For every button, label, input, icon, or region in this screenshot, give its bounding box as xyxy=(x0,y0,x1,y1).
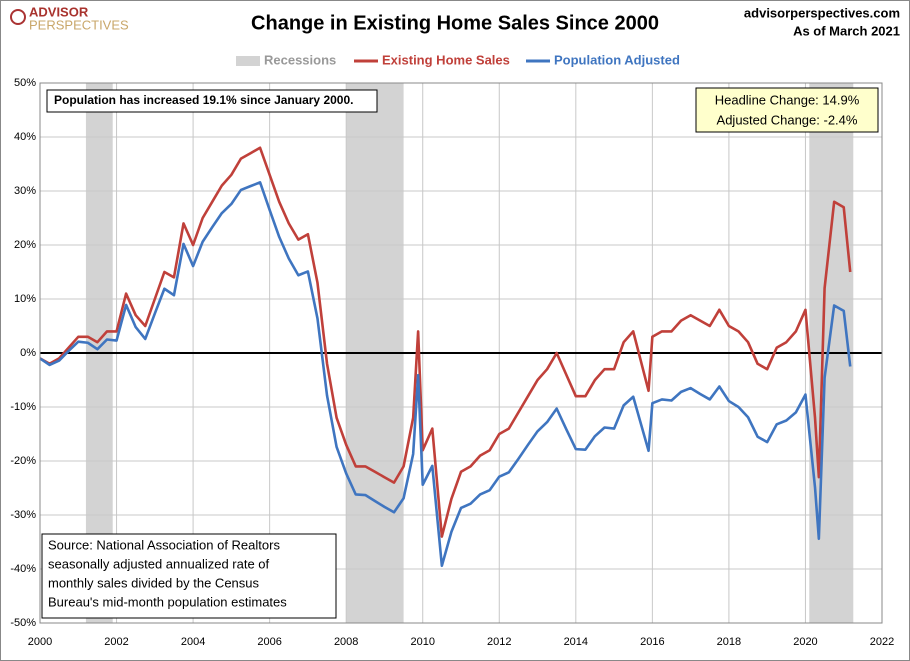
source-box xyxy=(41,533,337,619)
x-tick-label: 2008 xyxy=(334,636,358,648)
as-of: As of March 2021 xyxy=(793,23,900,38)
adjusted-change: Adjusted Change: -2.4% xyxy=(717,112,858,127)
logo-bottom: PERSPECTIVES xyxy=(29,17,129,32)
y-tick-label: 50% xyxy=(14,77,36,89)
x-tick-label: 2022 xyxy=(870,636,894,648)
y-tick-label: 10% xyxy=(14,293,36,305)
source-line: Bureau's mid-month population estimates xyxy=(48,594,287,609)
x-tick-label: 2000 xyxy=(28,636,52,648)
headline-box xyxy=(695,87,879,133)
source-line: Source: National Association of Realtors xyxy=(48,537,280,552)
x-tick-label: 2018 xyxy=(717,636,741,648)
legend-swatch xyxy=(236,56,260,66)
legend-label: Existing Home Sales xyxy=(382,52,510,67)
logo-icon xyxy=(10,9,26,25)
x-tick-label: 2010 xyxy=(410,636,434,648)
y-tick-label: -20% xyxy=(10,455,36,467)
x-tick-label: 2016 xyxy=(640,636,664,648)
legend-label: Recessions xyxy=(264,52,336,67)
chart-title: Change in Existing Home Sales Since 2000 xyxy=(251,12,659,34)
y-tick-label: 40% xyxy=(14,131,36,143)
x-tick-label: 2002 xyxy=(104,636,128,648)
y-tick-label: 30% xyxy=(14,185,36,197)
plot-border xyxy=(39,82,883,624)
x-tick-label: 2006 xyxy=(257,636,281,648)
y-tick-label: -30% xyxy=(10,509,36,521)
series-line xyxy=(39,146,852,538)
y-tick-label: -50% xyxy=(10,617,36,629)
source-line: monthly sales divided by the Census xyxy=(48,575,260,590)
x-tick-label: 2012 xyxy=(487,636,511,648)
y-tick-label: -40% xyxy=(10,563,36,575)
x-tick-label: 2004 xyxy=(181,636,205,648)
logo-top: ADVISOR xyxy=(29,4,89,19)
y-tick-label: 0% xyxy=(20,347,36,359)
source-line: seasonally adjusted annualized rate of xyxy=(48,556,270,571)
series-line xyxy=(39,181,852,568)
plot: -50% -40% -30% -20% -10% 0% 10% 20% 30% 40% 50% 200… xyxy=(10,77,894,648)
y-tick-label: 20% xyxy=(14,239,36,251)
y-tick-label: -10% xyxy=(10,401,36,413)
note: Population has increased 19.1% since Jan… xyxy=(54,93,353,107)
legend-label: Population Adjusted xyxy=(554,52,680,67)
note-box xyxy=(46,89,378,113)
x-tick-label: 2020 xyxy=(793,636,817,648)
x-tick-label: 2014 xyxy=(564,636,588,648)
headline-change: Headline Change: 14.9% xyxy=(715,92,860,107)
site: advisorperspectives.com xyxy=(744,5,900,20)
